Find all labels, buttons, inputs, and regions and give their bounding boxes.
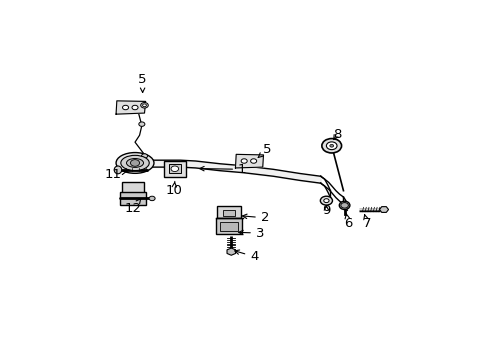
FancyBboxPatch shape xyxy=(220,222,237,231)
Text: 7: 7 xyxy=(363,215,371,230)
Circle shape xyxy=(323,199,328,203)
Text: 1: 1 xyxy=(199,163,246,176)
Circle shape xyxy=(141,103,148,108)
Ellipse shape xyxy=(121,155,149,171)
Circle shape xyxy=(142,104,146,107)
Text: 5: 5 xyxy=(138,73,146,93)
Circle shape xyxy=(340,203,347,208)
Ellipse shape xyxy=(116,153,154,174)
Polygon shape xyxy=(235,154,263,168)
FancyBboxPatch shape xyxy=(215,219,242,234)
Circle shape xyxy=(139,122,144,126)
Ellipse shape xyxy=(114,166,122,174)
Circle shape xyxy=(329,144,333,147)
Text: 9: 9 xyxy=(322,203,330,217)
Text: 4: 4 xyxy=(234,250,258,263)
Polygon shape xyxy=(116,101,145,114)
Circle shape xyxy=(141,154,147,158)
Text: 6: 6 xyxy=(344,214,352,230)
Text: 8: 8 xyxy=(332,128,341,141)
Ellipse shape xyxy=(126,158,143,167)
Text: 10: 10 xyxy=(165,181,182,197)
FancyBboxPatch shape xyxy=(222,210,235,216)
Circle shape xyxy=(130,159,139,166)
Circle shape xyxy=(326,142,336,150)
Text: 3: 3 xyxy=(238,226,264,240)
Circle shape xyxy=(149,196,155,201)
Circle shape xyxy=(320,196,332,205)
Circle shape xyxy=(241,159,247,163)
Ellipse shape xyxy=(339,201,349,210)
Text: 2: 2 xyxy=(242,211,269,224)
Circle shape xyxy=(122,105,128,110)
Circle shape xyxy=(132,105,138,110)
FancyBboxPatch shape xyxy=(122,182,144,193)
Text: 11: 11 xyxy=(105,167,127,180)
Text: 5: 5 xyxy=(258,143,271,158)
Circle shape xyxy=(321,139,341,153)
FancyBboxPatch shape xyxy=(163,161,185,177)
FancyBboxPatch shape xyxy=(120,192,145,204)
FancyBboxPatch shape xyxy=(217,206,240,218)
Circle shape xyxy=(171,166,178,172)
FancyBboxPatch shape xyxy=(168,164,181,173)
Text: 12: 12 xyxy=(124,199,142,215)
Circle shape xyxy=(250,159,256,163)
